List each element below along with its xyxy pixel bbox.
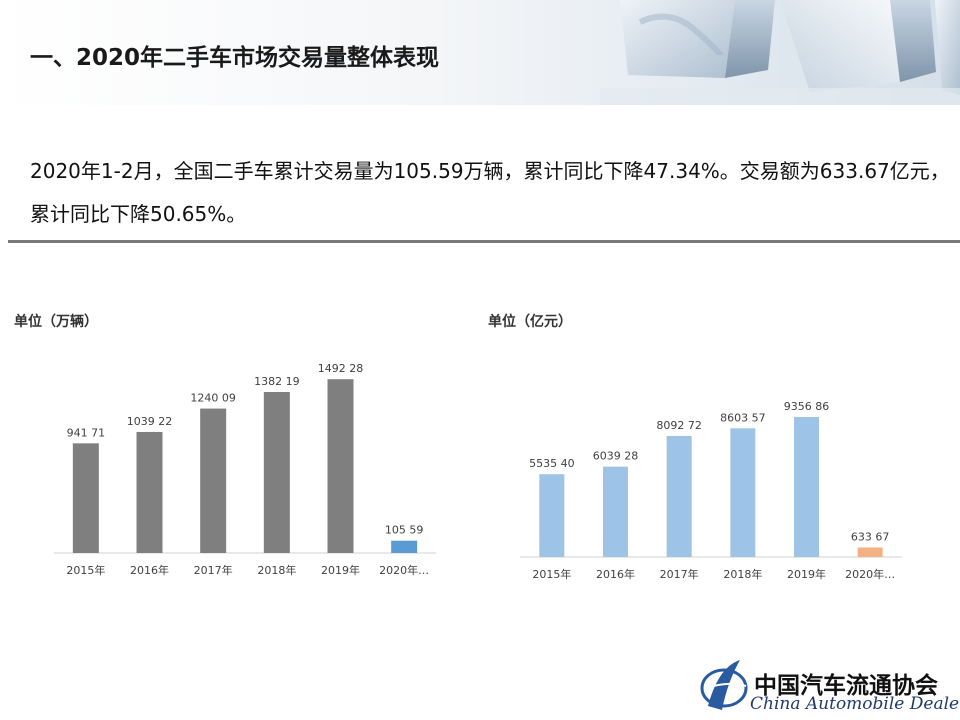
x-tick-label-5: 2020年…: [379, 563, 429, 577]
bar-1: [136, 431, 163, 553]
x-tick-label-3: 2018年: [723, 567, 762, 581]
data-label-0: 941 71: [67, 426, 106, 439]
data-label-4: 1492 28: [318, 362, 364, 375]
data-label-4: 9356 86: [784, 400, 830, 413]
value-bar-chart: 5535 40 2015年 6039 28 2016年 8092 72 2017年 8603…: [520, 400, 902, 581]
header-cubes-image: [600, 0, 960, 105]
data-label-5: 105 59: [385, 524, 424, 537]
bar-4: [794, 417, 819, 557]
data-label-1: 1039 22: [127, 415, 173, 428]
right-chart-unit-label: 单位（亿元）: [488, 314, 572, 330]
data-label-3: 8603 57: [720, 411, 766, 424]
x-tick-label-5: 2020年…: [845, 567, 895, 581]
data-label-1: 6039 28: [593, 450, 639, 463]
x-tick-label-2: 2017年: [194, 563, 233, 577]
bar-0: [539, 474, 565, 557]
volume-bar-chart: 941 71 2015年 1039 22 2016年 1240 09 2017年 1382 …: [54, 362, 436, 577]
x-tick-label-1: 2016年: [130, 563, 169, 577]
association-name-en: China Automobile Dealers: [750, 694, 960, 714]
bar-1: [603, 466, 628, 557]
x-tick-label-3: 2018年: [257, 563, 296, 577]
section-divider: [8, 240, 960, 243]
x-tick-label-0: 2015年: [66, 563, 105, 577]
data-label-2: 1240 09: [190, 392, 236, 405]
association-logo: 中国汽车流通协会 China Automobile Dealers: [698, 656, 960, 718]
association-emblem-icon: [700, 660, 748, 710]
data-label-2: 8092 72: [656, 419, 702, 432]
bar-5: [857, 547, 883, 557]
header-banner: 一、2020年二手车市场交易量整体表现: [0, 0, 960, 105]
data-label-0: 5535 40: [529, 457, 575, 470]
bar-3: [263, 392, 290, 553]
left-chart-unit-label: 单位（万辆）: [14, 314, 98, 330]
x-tick-label-4: 2019年: [787, 567, 826, 581]
bar-2: [666, 435, 692, 557]
x-tick-label-2: 2017年: [660, 567, 699, 581]
bar-3: [730, 428, 756, 557]
data-label-5: 633 67: [851, 531, 890, 544]
x-tick-label-1: 2016年: [596, 567, 635, 581]
bar-0: [72, 443, 99, 553]
summary-text: 2020年1-2月，全国二手车累计交易量为105.59万辆，累计同比下降47.3…: [30, 159, 950, 226]
bar-2: [200, 408, 227, 553]
page-title: 一、2020年二手车市场交易量整体表现: [30, 45, 440, 71]
bar-4: [327, 379, 354, 553]
x-tick-label-4: 2019年: [321, 563, 360, 577]
association-name-cn: 中国汽车流通协会: [754, 673, 938, 699]
data-label-3: 1382 19: [254, 375, 300, 388]
bar-5: [391, 540, 418, 553]
x-tick-label-0: 2015年: [532, 567, 571, 581]
